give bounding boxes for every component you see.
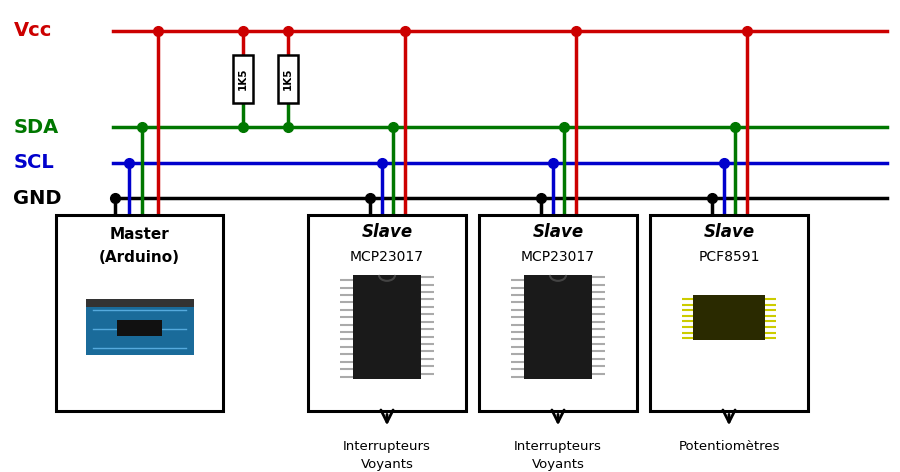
Text: Slave: Slave bbox=[704, 223, 754, 241]
Text: (Arduino): (Arduino) bbox=[99, 250, 180, 265]
Bar bbox=[86, 299, 194, 355]
Text: MCP23017: MCP23017 bbox=[521, 250, 595, 264]
Bar bbox=[278, 56, 298, 103]
Bar bbox=[479, 215, 637, 411]
Text: Slave: Slave bbox=[533, 223, 583, 241]
Bar bbox=[233, 56, 253, 103]
Text: SDA: SDA bbox=[14, 118, 58, 137]
Bar bbox=[308, 215, 466, 411]
Bar bbox=[353, 275, 421, 379]
Text: 1K5: 1K5 bbox=[283, 68, 293, 90]
Bar bbox=[86, 299, 194, 307]
Bar bbox=[524, 275, 592, 379]
Bar bbox=[693, 295, 765, 340]
Text: 1K5: 1K5 bbox=[238, 68, 248, 90]
Bar bbox=[117, 320, 162, 336]
Text: SCL: SCL bbox=[14, 153, 54, 172]
Text: PCF8591: PCF8591 bbox=[698, 250, 760, 264]
Bar bbox=[56, 215, 223, 411]
Text: MCP23017: MCP23017 bbox=[350, 250, 424, 264]
Text: GND: GND bbox=[14, 189, 62, 208]
Text: Interrupteurs
Voyants: Interrupteurs Voyants bbox=[343, 440, 431, 471]
Text: Master: Master bbox=[110, 227, 169, 242]
Bar bbox=[650, 215, 808, 411]
Text: Slave: Slave bbox=[362, 223, 412, 241]
Text: Potentiomètres: Potentiomètres bbox=[679, 440, 779, 453]
Text: Interrupteurs
Voyants: Interrupteurs Voyants bbox=[514, 440, 602, 471]
Text: Vcc: Vcc bbox=[14, 21, 52, 40]
